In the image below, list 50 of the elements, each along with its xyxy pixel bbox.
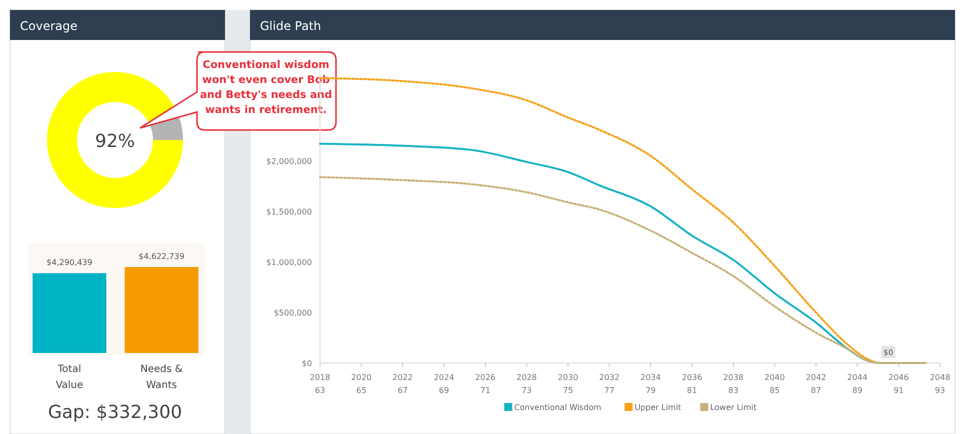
y-tick-label: $0 xyxy=(302,359,312,368)
legend-label: Upper Limit xyxy=(634,403,682,412)
x2-tick-label: 75 xyxy=(562,386,574,395)
x-tick-label: 2024 xyxy=(434,373,454,382)
x-tick-label: 2026 xyxy=(475,373,496,382)
x2-tick-label: 79 xyxy=(646,386,656,395)
x-tick-label: 2030 xyxy=(558,373,578,382)
line-series xyxy=(319,176,927,364)
legend-label: Lower Limit xyxy=(710,403,757,412)
legend-label: Conventional Wisdom xyxy=(514,403,602,412)
x-tick-label: Needs & Wants xyxy=(140,364,183,391)
x-tick-label: 2032 xyxy=(599,373,620,382)
data-label: $4,622,739 xyxy=(138,252,184,261)
x-tick-label: 2048 xyxy=(930,373,950,382)
x2-tick-label: 93 xyxy=(934,386,946,395)
x2-tick-label: 65 xyxy=(356,386,366,395)
x-tick-label: 2022 xyxy=(392,373,413,382)
x-tick-label: Total Value xyxy=(56,364,84,391)
y-tick-label: $2,000,000 xyxy=(266,156,312,166)
x-tick-label: 2044 xyxy=(847,373,868,382)
data-label: $4,290,439 xyxy=(46,258,92,268)
x-tick-label: 2046 xyxy=(888,373,909,382)
x2-tick-label: 83 xyxy=(728,386,738,395)
x-tick-label: 2042 xyxy=(806,373,826,382)
chart-title: Glide Path xyxy=(260,19,322,33)
x2-tick-label: 73 xyxy=(522,386,532,395)
x2-tick-label: 63 xyxy=(314,386,326,395)
x-tick-label: 2018 xyxy=(310,373,330,382)
x2-tick-label: 89 xyxy=(852,386,862,395)
chart-title: Coverage xyxy=(20,19,78,33)
x2-tick-label: 85 xyxy=(770,386,780,395)
x-tick-label: 2038 xyxy=(723,373,744,382)
x2-tick-label: 77 xyxy=(604,386,614,395)
donut-slice xyxy=(47,72,183,208)
x2-tick-label: 91 xyxy=(894,386,904,395)
x2-tick-label: 71 xyxy=(480,386,490,395)
x-tick-label: 2036 xyxy=(682,373,702,382)
text: Gap: $332,300 xyxy=(48,402,182,423)
x2-tick-label: 67 xyxy=(398,386,408,395)
x-tick-label: 2028 xyxy=(516,373,537,382)
y-tick-label: $500,000 xyxy=(274,308,312,318)
y-tick-label: $1,500,000 xyxy=(266,207,312,216)
x2-tick-label: 69 xyxy=(438,386,450,395)
x-tick-label: 2034 xyxy=(640,373,661,382)
y-tick-label: $1,000,000 xyxy=(266,258,312,267)
x2-tick-label: 81 xyxy=(686,386,698,395)
x-tick-label: 2040 xyxy=(764,373,785,382)
x2-tick-label: 87 xyxy=(810,386,822,395)
x-tick-label: 2020 xyxy=(351,373,372,382)
data-label: 92% xyxy=(94,131,136,152)
